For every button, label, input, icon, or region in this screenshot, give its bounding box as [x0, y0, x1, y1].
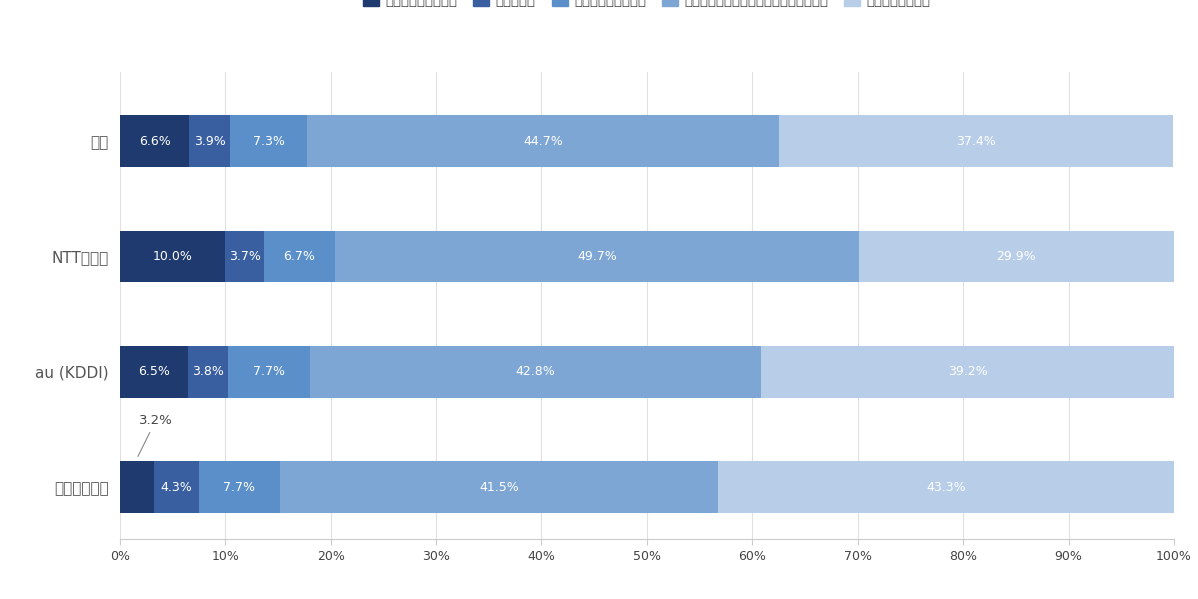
Bar — [199, 461, 280, 513]
Bar — [229, 346, 309, 398]
Text: 3.9%: 3.9% — [194, 135, 225, 147]
Bar — [308, 115, 779, 167]
Text: 44.7%: 44.7% — [524, 135, 563, 147]
Bar — [859, 231, 1174, 282]
Text: 4.3%: 4.3% — [161, 480, 192, 494]
Bar — [189, 115, 230, 167]
Bar — [718, 461, 1174, 513]
Text: 3.2%: 3.2% — [138, 414, 173, 456]
Bar — [153, 461, 199, 513]
Text: 29.9%: 29.9% — [997, 250, 1036, 263]
Bar — [230, 115, 308, 167]
Bar — [335, 231, 859, 282]
Text: 3.8%: 3.8% — [193, 365, 224, 379]
Text: 7.3%: 7.3% — [253, 135, 285, 147]
Bar — [779, 115, 1173, 167]
Text: 6.7%: 6.7% — [284, 250, 315, 263]
Text: 10.0%: 10.0% — [152, 250, 193, 263]
Bar — [120, 461, 153, 513]
Bar — [265, 231, 335, 282]
Bar — [309, 346, 761, 398]
Text: 7.7%: 7.7% — [224, 480, 255, 494]
Legend: すでに契約している, 変更したい, 変更を検討している, 変更したいと思わない・検討していない, 分からない・未定: すでに契約している, 変更したい, 変更を検討している, 変更したいと思わない・… — [363, 0, 931, 8]
Text: 43.3%: 43.3% — [926, 480, 966, 494]
Text: 41.5%: 41.5% — [479, 480, 519, 494]
Bar — [188, 346, 229, 398]
Bar — [120, 231, 225, 282]
Text: 39.2%: 39.2% — [948, 365, 987, 379]
Text: 49.7%: 49.7% — [577, 250, 617, 263]
Bar — [761, 346, 1174, 398]
Text: 3.7%: 3.7% — [229, 250, 261, 263]
Text: 7.7%: 7.7% — [253, 365, 285, 379]
Text: 42.8%: 42.8% — [515, 365, 555, 379]
Text: 6.6%: 6.6% — [139, 135, 170, 147]
Text: 6.5%: 6.5% — [138, 365, 170, 379]
Bar — [225, 231, 265, 282]
Bar — [120, 346, 188, 398]
Bar — [280, 461, 718, 513]
Text: 37.4%: 37.4% — [956, 135, 996, 147]
Bar — [120, 115, 189, 167]
